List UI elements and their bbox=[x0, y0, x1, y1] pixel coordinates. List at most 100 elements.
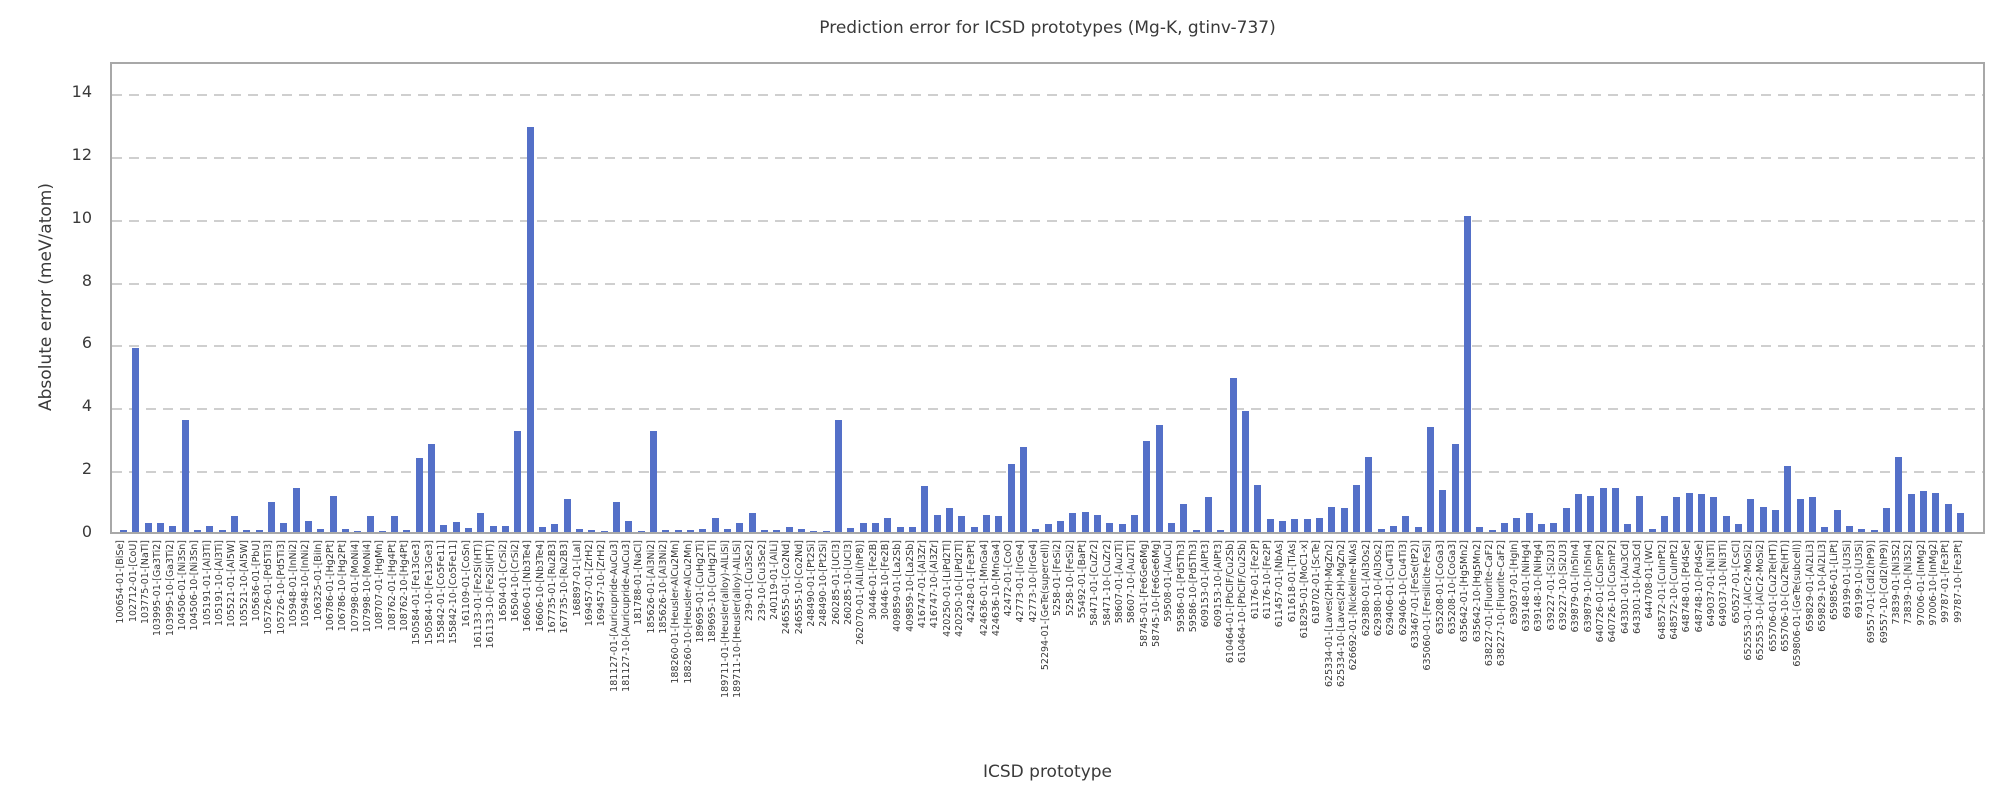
x-tick-label: 189695-01-[CuHg2Ti] bbox=[694, 540, 706, 643]
bar bbox=[206, 526, 214, 532]
bar bbox=[1821, 527, 1829, 532]
bar bbox=[1920, 491, 1928, 532]
x-tick-label: 648572-01-[CuInPt2] bbox=[1656, 540, 1668, 640]
bar bbox=[1833, 510, 1841, 532]
bar bbox=[1118, 524, 1126, 532]
bar bbox=[514, 431, 522, 532]
y-tick-label: 8 bbox=[81, 270, 92, 290]
bar bbox=[1439, 490, 1447, 532]
bar bbox=[1537, 524, 1545, 532]
bar bbox=[995, 516, 1003, 532]
bar bbox=[489, 526, 497, 532]
x-tick-label: 105636-01-[PbU] bbox=[251, 540, 263, 622]
x-tick-label: 652553-01-[AlCr2-MoSi2] bbox=[1742, 540, 1754, 661]
x-tick-label: 611457-01-[NbAs] bbox=[1274, 540, 1286, 628]
x-tick-label: 100654-01-[BiSe] bbox=[115, 540, 127, 624]
bar bbox=[1784, 466, 1792, 532]
x-tick-label: 181127-10-[Auricupride-AuCu3] bbox=[620, 540, 632, 692]
x-tick-label: 105521-01-[Al5W] bbox=[226, 540, 238, 628]
y-tick-label: 12 bbox=[71, 144, 92, 164]
x-tick-label: 61176-10-[Fe2P] bbox=[1262, 540, 1274, 620]
x-tick-label: 30446-10-[Fe2B] bbox=[879, 540, 891, 620]
bar bbox=[1858, 529, 1866, 532]
bar bbox=[1599, 488, 1607, 532]
bar bbox=[921, 486, 929, 532]
bar bbox=[341, 529, 349, 532]
bar bbox=[1513, 518, 1521, 532]
bar bbox=[292, 488, 300, 532]
bar bbox=[1204, 497, 1212, 532]
bar bbox=[1883, 508, 1891, 532]
x-tick-label: 618702-01-[ScTe] bbox=[1311, 540, 1323, 624]
x-tick-label: 640726-10-[CuSmP2] bbox=[1607, 540, 1619, 643]
x-tick-label: 635642-01-[Hg5Mn2] bbox=[1459, 540, 1471, 643]
bar bbox=[1241, 411, 1249, 532]
y-tick-label: 4 bbox=[81, 396, 92, 416]
bar bbox=[872, 523, 880, 532]
bar bbox=[1143, 441, 1151, 532]
x-tick-label: 239-10-[Cu3Se2] bbox=[756, 540, 768, 622]
x-tick-label: 638227-10-[Fluorite-CaF2] bbox=[1496, 540, 1508, 667]
y-tick-label: 0 bbox=[81, 522, 92, 541]
x-tick-label: 625334-10-[Laves(2H)-MgZn2] bbox=[1336, 540, 1348, 687]
bar bbox=[1562, 508, 1570, 532]
x-tick-label: 16504-10-[CrSi2] bbox=[509, 540, 521, 622]
bar bbox=[576, 529, 584, 532]
x-tick-label: 69557-01-[CdI2(hP9)] bbox=[1866, 540, 1878, 644]
x-tick-label: 105726-01-[Pd5Ti3] bbox=[263, 540, 275, 635]
y-tick-label: 10 bbox=[71, 207, 92, 227]
bar bbox=[884, 518, 892, 532]
bar bbox=[724, 529, 732, 532]
x-tick-label: 102712-01-[CoU] bbox=[127, 540, 139, 623]
bar bbox=[1932, 493, 1940, 532]
x-tick-label: 629406-01-[Cu4Ti3] bbox=[1385, 540, 1397, 636]
x-tick-label: 99787-01-[Fe3Pt] bbox=[1940, 540, 1952, 623]
x-tick-label: 188260-10-[Heusler-AlCu2Mn] bbox=[682, 540, 694, 684]
bar bbox=[588, 530, 596, 532]
bar bbox=[736, 523, 744, 532]
bar bbox=[193, 530, 201, 532]
x-tick-label: 59586-01-[Pd5Th3] bbox=[1175, 540, 1187, 633]
x-tick-label: 105726-10-[Pd5Ti3] bbox=[275, 540, 287, 635]
bar bbox=[378, 531, 386, 532]
x-tick-label: 629406-10-[Cu4Ti3] bbox=[1397, 540, 1409, 636]
bar bbox=[1414, 527, 1422, 532]
x-tick-label: 635208-10-[CoGa3] bbox=[1447, 540, 1459, 635]
x-tick-label: 105948-01-[InNi2] bbox=[288, 540, 300, 628]
bar bbox=[1846, 526, 1854, 532]
x-tick-label: 424636-10-[MnGa4] bbox=[990, 540, 1002, 637]
x-tick-label: 106786-01-[Hg2Pt] bbox=[325, 540, 336, 632]
x-tick-label: 108762-01-[Hg4Pt] bbox=[386, 540, 398, 632]
bar bbox=[218, 530, 226, 532]
bar bbox=[835, 420, 843, 532]
gridline bbox=[112, 219, 1983, 222]
x-tick-label: 69199-01-[U3Si] bbox=[1841, 540, 1853, 619]
gridline bbox=[112, 471, 1983, 474]
x-tick-label: 42773-01-[IrGe4] bbox=[1015, 540, 1027, 623]
x-tick-label: 169457-01-[ZrH2] bbox=[583, 540, 595, 627]
x-tick-label: 635208-01-[CoGa3] bbox=[1434, 540, 1446, 635]
bar bbox=[1081, 512, 1089, 532]
x-tick-label: 55492-01-[BaPt] bbox=[1077, 540, 1089, 619]
x-tick-label: 609153-10-[AlPt3] bbox=[1212, 540, 1224, 628]
x-tick-label: 105948-10-[InNi2] bbox=[300, 540, 312, 628]
bar bbox=[600, 531, 608, 532]
x-tick-label: 610464-01-[PbClF/Cu2Sb] bbox=[1225, 540, 1237, 664]
x-tick-label: 105191-01-[Al3Ti] bbox=[201, 540, 213, 626]
bar bbox=[1130, 515, 1138, 532]
x-tick-label: 69557-10-[CdI2(hP9)] bbox=[1878, 540, 1890, 644]
bar bbox=[230, 516, 238, 532]
x-tick-label: 58607-01-[Au2Ti] bbox=[1114, 540, 1126, 624]
bar bbox=[896, 527, 904, 532]
bar bbox=[428, 444, 436, 532]
x-tick-label: 108762-10-[Hg4Pt] bbox=[398, 540, 410, 632]
x-tick-label: 150584-01-[Fe13Ge3] bbox=[411, 540, 423, 645]
x-tick-label: 659806-01-[GeTe(subcell)] bbox=[1792, 540, 1804, 667]
bar bbox=[1488, 530, 1496, 532]
x-tick-label: 189711-10-[Heusler(alloy)-AlLiSi] bbox=[731, 540, 743, 698]
bar bbox=[1636, 496, 1644, 532]
gridline bbox=[112, 156, 1983, 159]
bar bbox=[267, 502, 275, 532]
bar bbox=[477, 513, 485, 532]
bar bbox=[1796, 499, 1804, 532]
